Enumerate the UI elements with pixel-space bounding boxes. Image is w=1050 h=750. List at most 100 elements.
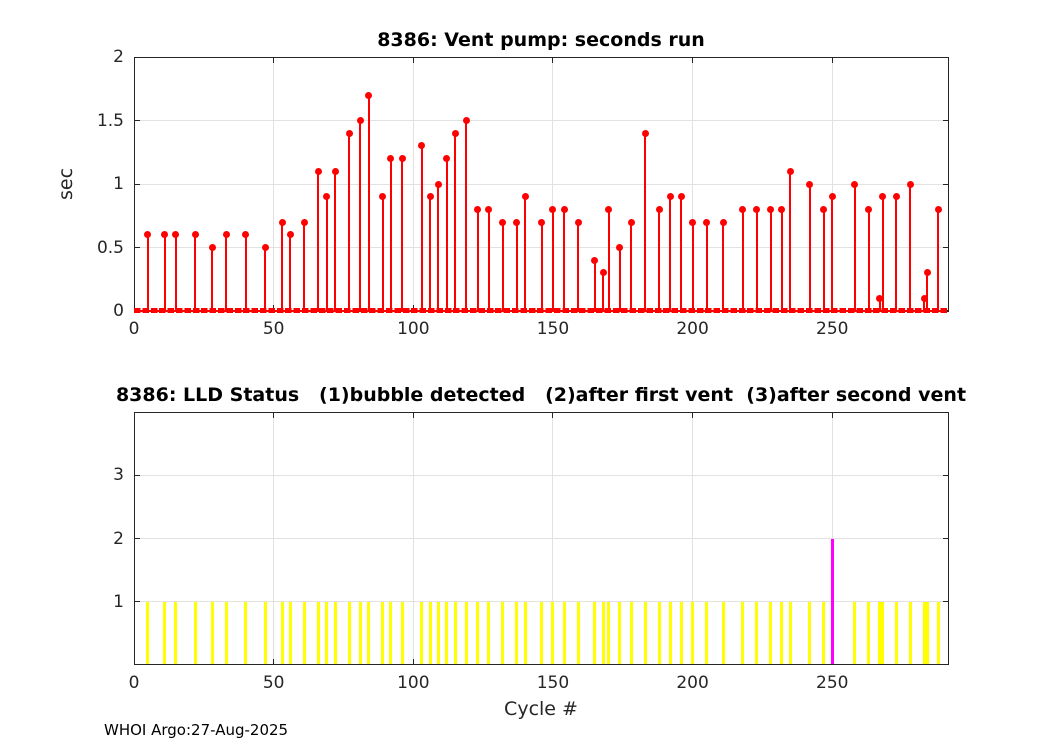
y-tick-label: 0.5: [96, 237, 124, 258]
stem-line: [680, 196, 683, 311]
stem-line: [895, 196, 898, 311]
status-bar-1: [618, 601, 622, 664]
status-bar-1: [210, 601, 214, 664]
stem-marker: [591, 256, 599, 264]
stem-line: [524, 196, 527, 311]
stem-line: [303, 222, 306, 311]
stem-marker: [398, 155, 406, 163]
stem-marker: [161, 231, 169, 239]
stem-marker: [879, 193, 887, 201]
x-tick-mark: [552, 412, 554, 418]
stem-marker: [387, 155, 395, 163]
y-tick-mark: [134, 601, 140, 603]
status-bar-1: [302, 601, 306, 664]
stem-line: [722, 222, 725, 311]
stem-line: [389, 158, 392, 311]
stem-line: [878, 298, 881, 311]
status-bar-1: [769, 601, 773, 664]
status-bar-1: [436, 601, 440, 664]
x-tick-label: 150: [536, 673, 570, 693]
x-tick-mark: [133, 412, 135, 418]
stem-line: [501, 222, 504, 311]
stem-line: [755, 209, 758, 311]
x-tick-label: 150: [536, 319, 570, 339]
stem-line: [630, 222, 633, 311]
stem-line: [244, 234, 247, 311]
stem-line: [194, 234, 197, 311]
x-tick-mark: [692, 412, 694, 418]
vent-pump-title: 8386: Vent pump: seconds run: [377, 29, 705, 51]
status-bar-1: [325, 601, 329, 664]
x-tick-mark: [273, 659, 275, 665]
stem-line: [551, 209, 554, 311]
stem-marker: [605, 205, 613, 213]
y-tick-mark: [943, 183, 949, 185]
y-tick-label: 2: [113, 528, 124, 549]
stem-line: [381, 196, 384, 311]
stem-line: [515, 222, 518, 311]
stem-line: [174, 234, 177, 311]
stem-marker: [222, 231, 230, 239]
x-tick-mark: [412, 659, 414, 665]
stem-line: [317, 171, 320, 311]
x-tick-mark: [831, 412, 833, 418]
stem-marker: [365, 91, 373, 99]
stem-line: [658, 209, 661, 311]
status-bar-1: [551, 601, 555, 664]
stem-marker: [191, 231, 199, 239]
stem-marker: [323, 193, 331, 201]
status-bar-1: [576, 601, 580, 664]
stem-marker: [261, 244, 269, 251]
stem-line: [926, 272, 929, 311]
stem-marker: [677, 193, 685, 201]
stem-line: [367, 95, 370, 311]
stem-line: [769, 209, 772, 311]
status-bar-1: [755, 601, 759, 664]
stem-marker: [462, 117, 470, 124]
status-bar-1: [428, 601, 432, 664]
stem-marker: [599, 269, 607, 277]
stem-marker: [172, 231, 180, 239]
stem-line: [822, 209, 825, 311]
x-tick-label: 200: [676, 319, 709, 339]
stem-line: [359, 120, 362, 311]
status-bar-1: [464, 601, 468, 664]
y-gridline: [134, 183, 949, 185]
status-bar-1: [515, 601, 519, 664]
stem-marker: [208, 244, 216, 251]
y-gridline: [134, 474, 949, 476]
stem-marker: [820, 205, 828, 213]
stem-line: [741, 209, 744, 311]
status-bar-1: [389, 601, 393, 664]
x-tick-mark: [552, 57, 554, 63]
stem-marker: [278, 218, 286, 226]
stem-line: [289, 234, 292, 311]
stem-line: [348, 133, 351, 311]
status-bar-1: [643, 601, 647, 664]
vent-pump-plot-area: 0 50 100 150 200 250 0 0.5 1 1.5 2: [97, 47, 949, 339]
stem-line: [437, 184, 440, 311]
stem-line: [465, 120, 468, 311]
stem-marker: [920, 294, 928, 302]
stem-line: [445, 158, 448, 311]
lld-status-title: 8386: LLD Status (1)bubble detected (2)a…: [115, 384, 967, 406]
stem-line: [789, 171, 792, 311]
x-tick-label: 200: [676, 673, 709, 693]
stem-marker: [655, 205, 663, 213]
stem-line: [808, 184, 811, 311]
stem-marker: [876, 294, 884, 302]
stem-marker: [892, 193, 900, 201]
y-tick-mark: [943, 538, 949, 539]
x-tick-mark: [133, 659, 135, 665]
status-bar-1: [593, 601, 597, 664]
x-tick-mark: [831, 57, 833, 63]
y-tick-label: 1: [113, 174, 124, 194]
stem-line: [225, 234, 228, 311]
status-bar-1: [263, 601, 267, 664]
status-bar-1: [922, 601, 926, 664]
stem-marker: [379, 193, 387, 201]
stem-marker: [923, 269, 931, 277]
status-bar-1: [908, 601, 912, 664]
stem-marker: [806, 180, 814, 188]
